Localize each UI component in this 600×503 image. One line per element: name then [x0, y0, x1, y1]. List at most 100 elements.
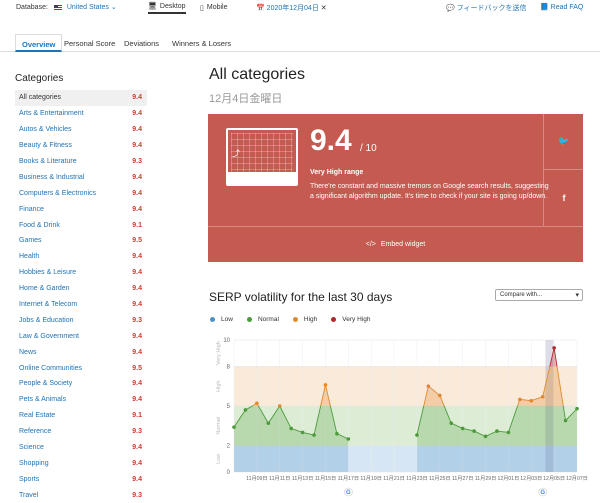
category-name: Sports	[19, 475, 40, 483]
database-selector[interactable]: Database: United States ⌄	[16, 3, 117, 11]
sidebar-item-arts-entertainment[interactable]: Arts & Entertainment 9.4	[15, 106, 147, 122]
band-label: Very High	[216, 341, 222, 365]
clear-date-icon[interactable]: ✕	[320, 5, 327, 12]
faq-label: Read FAQ	[550, 4, 584, 11]
sidebar-item-all-categories[interactable]: All categories 9.4	[15, 90, 147, 106]
compare-select[interactable]: Compare with...	[495, 289, 583, 301]
sidebar-item-real-estate[interactable]: Real Estate 9.1	[15, 408, 147, 424]
category-name: Real Estate	[19, 412, 56, 420]
legend-label: High	[303, 316, 318, 323]
sidebar-item-science[interactable]: Science 9.4	[15, 440, 147, 456]
data-point	[312, 433, 316, 437]
category-name: Health	[19, 253, 40, 261]
sidebar-item-reference[interactable]: Reference 9.3	[15, 424, 147, 440]
normal-band	[234, 406, 577, 446]
feedback-label: フィードバックを送信	[456, 5, 527, 12]
data-point	[495, 429, 499, 433]
series-area	[234, 445, 349, 472]
embed-widget-button[interactable]: </> Embed widget	[208, 226, 583, 262]
band-label: Normal	[216, 417, 222, 435]
data-point	[552, 346, 556, 350]
sidebar-item-news[interactable]: News 9.4	[15, 344, 147, 360]
sidebar-item-health[interactable]: Health 9.4	[15, 249, 147, 265]
legend-label: Very High	[342, 316, 371, 323]
very-high-band	[234, 340, 577, 367]
book-icon: 📘	[540, 4, 549, 11]
sidebar-item-internet-telecom[interactable]: Internet & Telecom 9.4	[15, 297, 147, 313]
sidebar-item-hobbies-leisure[interactable]: Hobbies & Leisure 9.4	[15, 265, 147, 281]
sidebar-item-food-drink[interactable]: Food & Drink 9.1	[15, 217, 147, 233]
tab-overview[interactable]: Overview	[15, 34, 63, 52]
data-point	[243, 408, 248, 412]
category-score: 9.3	[132, 158, 142, 165]
page-subtitle: 12月4日金曜日	[209, 93, 283, 105]
x-tick-label: 11月23日	[406, 475, 428, 482]
current-day-highlight	[545, 340, 554, 472]
facebook-icon[interactable]: f	[562, 193, 566, 203]
tab-bar: Overview Personal Score Deviations Winne…	[0, 34, 600, 52]
category-score: 9.1	[132, 412, 142, 420]
category-list: All categories 9.4 Arts & Entertainment 9.4…	[15, 90, 147, 503]
sidebar-item-people-society[interactable]: People & Society 9.4	[15, 376, 147, 392]
chart-legend: Low Normal High Very High	[210, 316, 370, 323]
mobile-toggle[interactable]: ▯ Mobile	[200, 1, 227, 14]
x-tick-label: 11月15日	[315, 475, 337, 482]
x-tick-label: 11月27日	[452, 475, 474, 482]
tab-winners-losers[interactable]: Winners & Losers	[172, 39, 232, 48]
category-name: Computers & Electronics	[19, 189, 97, 197]
feedback-link[interactable]: 💬 フィードバックを送信	[446, 3, 527, 13]
legend-item-very-high[interactable]: Very High	[331, 316, 370, 323]
sidebar-item-travel[interactable]: Travel 9.3	[15, 487, 147, 503]
x-tick-label: 11月19日	[360, 475, 382, 482]
data-point	[300, 430, 305, 435]
sidebar-item-jobs-education[interactable]: Jobs & Education 9.3	[15, 312, 147, 328]
data-point	[540, 394, 545, 399]
series-area	[549, 347, 558, 367]
series-area	[234, 406, 349, 446]
sidebar-item-books-literature[interactable]: Books & Literature 9.3	[15, 154, 147, 170]
score-out-of: / 10	[360, 143, 377, 154]
sidebar-title: Categories	[15, 73, 64, 84]
sidebar-item-computers-electronics[interactable]: Computers & Electronics 9.4	[15, 185, 147, 201]
series-line	[423, 366, 564, 406]
category-score: 9.3	[132, 316, 142, 324]
category-name: Jobs & Education	[19, 316, 74, 324]
data-point	[483, 434, 488, 439]
series-line	[549, 347, 558, 367]
sidebar-item-beauty-fitness[interactable]: Beauty & Fitness 9.4	[15, 138, 147, 154]
sidebar-item-online-communities[interactable]: Online Communities 9.5	[15, 360, 147, 376]
data-point	[335, 431, 339, 436]
date-picker[interactable]: 📅 2020年12月04日 ✕	[256, 3, 327, 13]
faq-link[interactable]: 📘 Read FAQ	[540, 3, 583, 11]
legend-label: Normal	[257, 316, 279, 323]
sidebar-item-law-government[interactable]: Law & Government 9.4	[15, 328, 147, 344]
sidebar-item-home-garden[interactable]: Home & Garden 9.4	[15, 281, 147, 297]
sidebar-item-autos-vehicles[interactable]: Autos & Vehicles 9.4	[15, 122, 147, 138]
data-point	[266, 421, 271, 425]
category-name: Arts & Entertainment	[19, 110, 84, 118]
legend-item-low[interactable]: Low	[210, 316, 233, 323]
category-name: Games	[19, 237, 42, 245]
twitter-icon[interactable]: 🐦	[544, 114, 584, 170]
sidebar-item-finance[interactable]: Finance 9.4	[15, 201, 147, 217]
desktop-toggle[interactable]: 🖥 Desktop	[148, 1, 186, 14]
y-tick-label: 10	[223, 338, 230, 344]
social-share: 🐦 f	[543, 114, 584, 226]
sidebar-item-pets-animals[interactable]: Pets & Animals 9.4	[15, 392, 147, 408]
sidebar-item-shopping[interactable]: Shopping 9.4	[15, 455, 147, 471]
sidebar-item-business-industrial[interactable]: Business & Industrial 9.4	[15, 169, 147, 185]
range-label: Very High range	[310, 169, 364, 176]
legend-item-normal[interactable]: Normal	[246, 316, 279, 323]
legend-item-high[interactable]: High	[292, 316, 318, 323]
sidebar-item-games[interactable]: Games 9.5	[15, 233, 147, 249]
sidebar-item-sports[interactable]: Sports 9.4	[15, 471, 147, 487]
category-score: 9.4	[132, 205, 142, 213]
category-score: 9.4	[132, 459, 142, 467]
y-tick-label: 2	[227, 444, 231, 450]
category-score: 9.4	[132, 285, 142, 293]
tab-deviations[interactable]: Deviations	[124, 39, 160, 48]
tab-personal-score[interactable]: Personal Score	[64, 39, 116, 48]
embed-label: Embed widget	[380, 241, 426, 248]
category-score: 9.4	[132, 348, 142, 356]
database-value[interactable]: United States	[66, 4, 109, 11]
